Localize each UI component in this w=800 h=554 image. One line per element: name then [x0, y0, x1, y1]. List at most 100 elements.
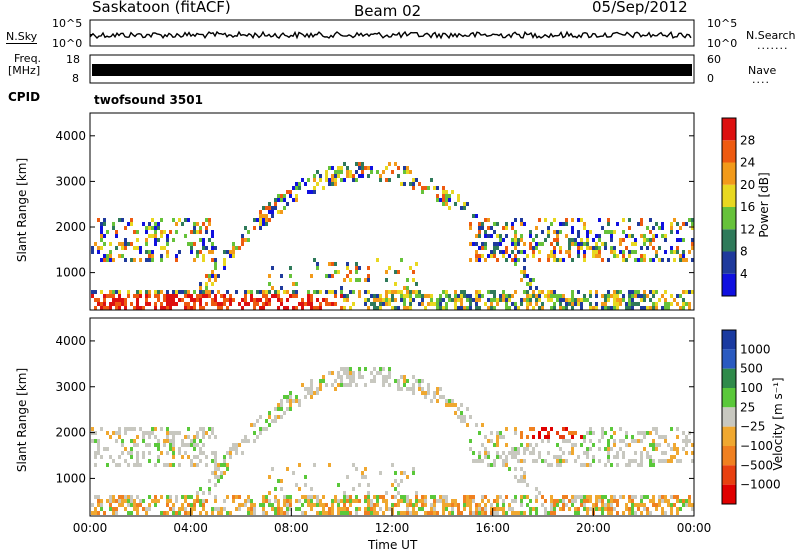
heatmap-cell — [634, 511, 637, 515]
nsky-label: N.Sky — [6, 30, 38, 44]
heatmap-cell — [625, 443, 628, 447]
heatmap-cell — [502, 459, 505, 463]
heatmap-cell — [547, 298, 550, 302]
heatmap-cell — [238, 302, 241, 306]
heatmap-cell — [184, 507, 187, 511]
heatmap-cell — [514, 258, 517, 262]
heatmap-cell — [355, 499, 358, 503]
heatmap-cell — [655, 290, 658, 294]
heatmap-cell — [250, 499, 253, 503]
heatmap-cell — [130, 495, 133, 499]
heatmap-cell — [268, 503, 271, 507]
heatmap-cell — [124, 495, 127, 499]
heatmap-cell — [532, 459, 535, 463]
heatmap-cell — [430, 178, 433, 182]
heatmap-cell — [676, 222, 679, 226]
freq-tick-bottom: 8 — [72, 72, 79, 85]
heatmap-cell — [133, 294, 136, 298]
heatmap-cell — [379, 507, 382, 511]
heatmap-cell — [385, 503, 388, 507]
heatmap-cell — [673, 455, 676, 459]
heatmap-cell — [562, 499, 565, 503]
heatmap-cell — [154, 495, 157, 499]
heatmap-cell — [685, 499, 688, 503]
heatmap-cell — [205, 286, 208, 290]
heatmap-cell — [268, 274, 271, 278]
heatmap-cell — [613, 431, 616, 435]
heatmap-cell — [631, 499, 634, 503]
heatmap-cell — [532, 306, 535, 310]
heatmap-cell — [268, 499, 271, 503]
heatmap-cell — [349, 511, 352, 515]
heatmap-cell — [154, 503, 157, 507]
heatmap-cell — [637, 431, 640, 435]
heatmap-cell — [421, 503, 424, 507]
heatmap-cell — [520, 479, 523, 483]
heatmap-cell — [310, 306, 313, 310]
heatmap-cell — [115, 234, 118, 238]
heatmap-cell — [292, 294, 295, 298]
heatmap-cell — [388, 375, 391, 379]
heatmap-cell — [505, 455, 508, 459]
heatmap-cell — [142, 507, 145, 511]
heatmap-cell — [235, 495, 238, 499]
heatmap-cell — [292, 306, 295, 310]
heatmap-cell — [622, 258, 625, 262]
heatmap-cell — [661, 306, 664, 310]
heatmap-cell — [310, 391, 313, 395]
heatmap-cell — [556, 234, 559, 238]
colorbar-swatch — [722, 388, 736, 408]
heatmap-cell — [370, 511, 373, 515]
heatmap-cell — [310, 383, 313, 387]
heatmap-cell — [430, 294, 433, 298]
heatmap-cell — [595, 234, 598, 238]
heatmap-cell — [445, 495, 448, 499]
heatmap-cell — [148, 294, 151, 298]
heatmap-cell — [280, 487, 283, 491]
heatmap-cell — [154, 306, 157, 310]
heatmap-cell — [244, 238, 247, 242]
heatmap-cell — [415, 178, 418, 182]
heatmap-cell — [685, 290, 688, 294]
heatmap-cell — [106, 254, 109, 258]
heatmap-cell — [109, 495, 112, 499]
xtick-label: 08:00 — [274, 521, 309, 535]
heatmap-cell — [607, 455, 610, 459]
heatmap-cell — [334, 302, 337, 306]
heatmap-cell — [661, 294, 664, 298]
heatmap-cell — [682, 238, 685, 242]
heatmap-cell — [139, 306, 142, 310]
heatmap-cell — [181, 495, 184, 499]
heatmap-cell — [634, 495, 637, 499]
heatmap-cell — [94, 507, 97, 511]
heatmap-cell — [436, 399, 439, 403]
heatmap-cell — [379, 471, 382, 475]
heatmap-cell — [631, 503, 634, 507]
heatmap-cell — [313, 463, 316, 467]
heatmap-cell — [139, 294, 142, 298]
heatmap-cell — [166, 294, 169, 298]
heatmap-cell — [118, 455, 121, 459]
heatmap-cell — [607, 511, 610, 515]
heatmap-cell — [403, 499, 406, 503]
heatmap-cell — [292, 471, 295, 475]
heatmap-cell — [538, 451, 541, 455]
heatmap-cell — [574, 495, 577, 499]
heatmap-cell — [502, 503, 505, 507]
heatmap-cell — [343, 491, 346, 495]
heatmap-cell — [121, 254, 124, 258]
heatmap-cell — [379, 298, 382, 302]
heatmap-cell — [202, 507, 205, 511]
heatmap-cell — [685, 435, 688, 439]
heatmap-cell — [439, 306, 442, 310]
heatmap-cell — [175, 230, 178, 234]
heatmap-cell — [199, 226, 202, 230]
heatmap-cell — [622, 238, 625, 242]
heatmap-cell — [220, 463, 223, 467]
heatmap-cell — [682, 302, 685, 306]
heatmap-cell — [280, 194, 283, 198]
heatmap-cell — [241, 439, 244, 443]
heatmap-cell — [157, 439, 160, 443]
heatmap-cell — [628, 459, 631, 463]
heatmap-cell — [454, 306, 457, 310]
